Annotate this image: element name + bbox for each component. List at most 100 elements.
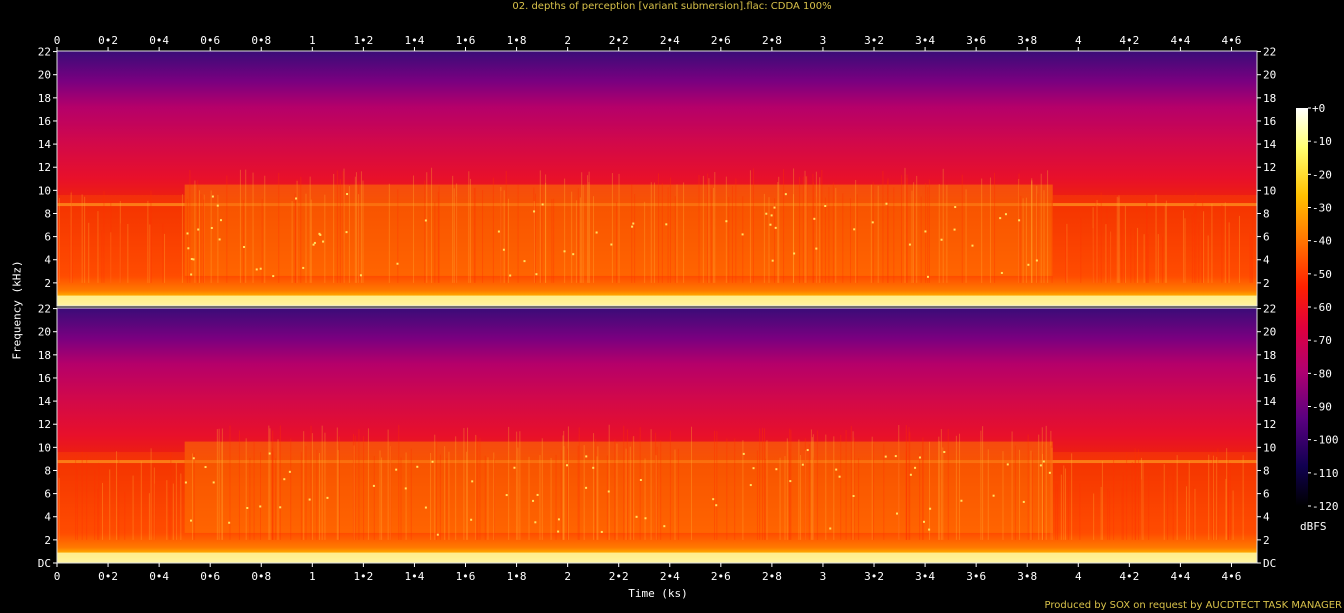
segment-3-energy <box>1052 451 1257 536</box>
texture-streak <box>166 480 168 540</box>
energy-speck <box>513 466 516 469</box>
texture-streak <box>97 488 99 540</box>
texture-streak <box>1093 493 1095 540</box>
texture-streak <box>1221 204 1223 283</box>
texture-streak <box>477 440 479 540</box>
y-tick-label: 16 <box>1263 372 1276 385</box>
texture-streak <box>58 477 60 540</box>
texture-streak <box>913 184 915 283</box>
texture-streak <box>238 430 240 540</box>
texture-streak <box>279 425 281 540</box>
texture-streak <box>354 435 356 540</box>
energy-speck <box>908 243 911 246</box>
energy-speck <box>322 240 325 243</box>
texture-streak <box>555 454 557 540</box>
texture-streak <box>275 458 277 540</box>
texture-streak <box>467 427 469 540</box>
texture-streak <box>1100 486 1102 540</box>
energy-speck <box>929 507 932 510</box>
texture-streak <box>940 429 942 540</box>
texture-streak <box>296 179 298 283</box>
segment-3-line <box>1052 203 1257 207</box>
segment-1-energy <box>57 451 185 536</box>
colorbar-gradient <box>1296 108 1308 506</box>
texture-streak <box>444 446 446 540</box>
texture-streak <box>479 438 481 540</box>
texture-streak <box>1066 223 1068 283</box>
texture-streak <box>840 434 842 540</box>
texture-streak <box>1071 453 1073 540</box>
energy-speck <box>572 253 575 256</box>
energy-speck <box>204 466 207 469</box>
energy-speck <box>197 228 200 231</box>
texture-streak <box>387 429 389 540</box>
texture-streak <box>505 170 507 283</box>
energy-speck <box>187 247 190 250</box>
texture-streak <box>294 200 296 283</box>
texture-streak <box>192 453 194 540</box>
texture-streak <box>1109 231 1111 283</box>
texture-streak <box>1201 233 1203 283</box>
texture-streak <box>811 437 813 540</box>
energy-speck <box>752 467 755 470</box>
texture-streak <box>200 194 202 283</box>
texture-streak <box>81 451 83 540</box>
energy-speck <box>557 518 560 521</box>
texture-streak <box>1031 181 1033 283</box>
energy-speck <box>924 230 927 233</box>
texture-streak <box>456 183 458 283</box>
texture-streak <box>1100 192 1102 283</box>
texture-streak <box>1232 490 1234 540</box>
texture-streak <box>1079 483 1081 540</box>
texture-streak <box>1055 483 1057 540</box>
texture-streak <box>424 180 426 283</box>
y-tick-label: 16 <box>38 115 51 128</box>
texture-streak <box>906 177 908 283</box>
texture-streak <box>194 180 196 283</box>
texture-streak <box>388 183 390 283</box>
texture-streak <box>277 439 279 540</box>
texture-streak <box>58 197 60 283</box>
texture-streak <box>929 441 931 540</box>
texture-streak <box>1226 448 1228 540</box>
texture-streak <box>1164 204 1166 283</box>
x-tick-label: 2•6 <box>711 570 731 583</box>
texture-streak <box>412 175 414 283</box>
texture-streak <box>731 185 733 283</box>
texture-streak <box>852 431 854 540</box>
y-tick-label: 4 <box>44 254 51 267</box>
energy-speck <box>635 515 638 518</box>
texture-streak <box>1238 215 1240 283</box>
texture-streak <box>508 198 510 283</box>
texture-streak <box>793 168 795 283</box>
texture-streak <box>147 200 149 283</box>
texture-streak <box>534 193 536 283</box>
texture-streak <box>1140 479 1142 540</box>
energy-speck <box>940 238 943 241</box>
texture-streak <box>593 433 595 540</box>
colorbar-tick-label: -100 <box>1312 434 1339 447</box>
texture-streak <box>887 180 889 283</box>
texture-streak <box>180 473 182 540</box>
energy-speck <box>288 470 291 473</box>
texture-streak <box>1198 222 1200 283</box>
y-tick-label: 10 <box>1263 441 1276 454</box>
texture-streak <box>1047 170 1049 283</box>
energy-speck <box>424 219 427 222</box>
colorbar-label: dBFS <box>1300 520 1327 533</box>
colorbar-tick-label: -60 <box>1312 301 1332 314</box>
segment-2-energy <box>184 441 1053 533</box>
texture-streak <box>922 437 924 540</box>
texture-streak <box>1045 425 1047 540</box>
texture-streak <box>239 169 241 283</box>
texture-streak <box>858 458 860 540</box>
texture-streak <box>1208 454 1210 540</box>
texture-streak <box>707 173 709 283</box>
y-tick-label: 18 <box>1263 92 1276 105</box>
texture-streak <box>710 188 712 283</box>
texture-streak <box>644 201 646 283</box>
texture-streak <box>446 458 448 540</box>
texture-streak <box>1162 236 1164 283</box>
texture-streak <box>1195 192 1197 283</box>
texture-streak <box>1126 452 1128 540</box>
